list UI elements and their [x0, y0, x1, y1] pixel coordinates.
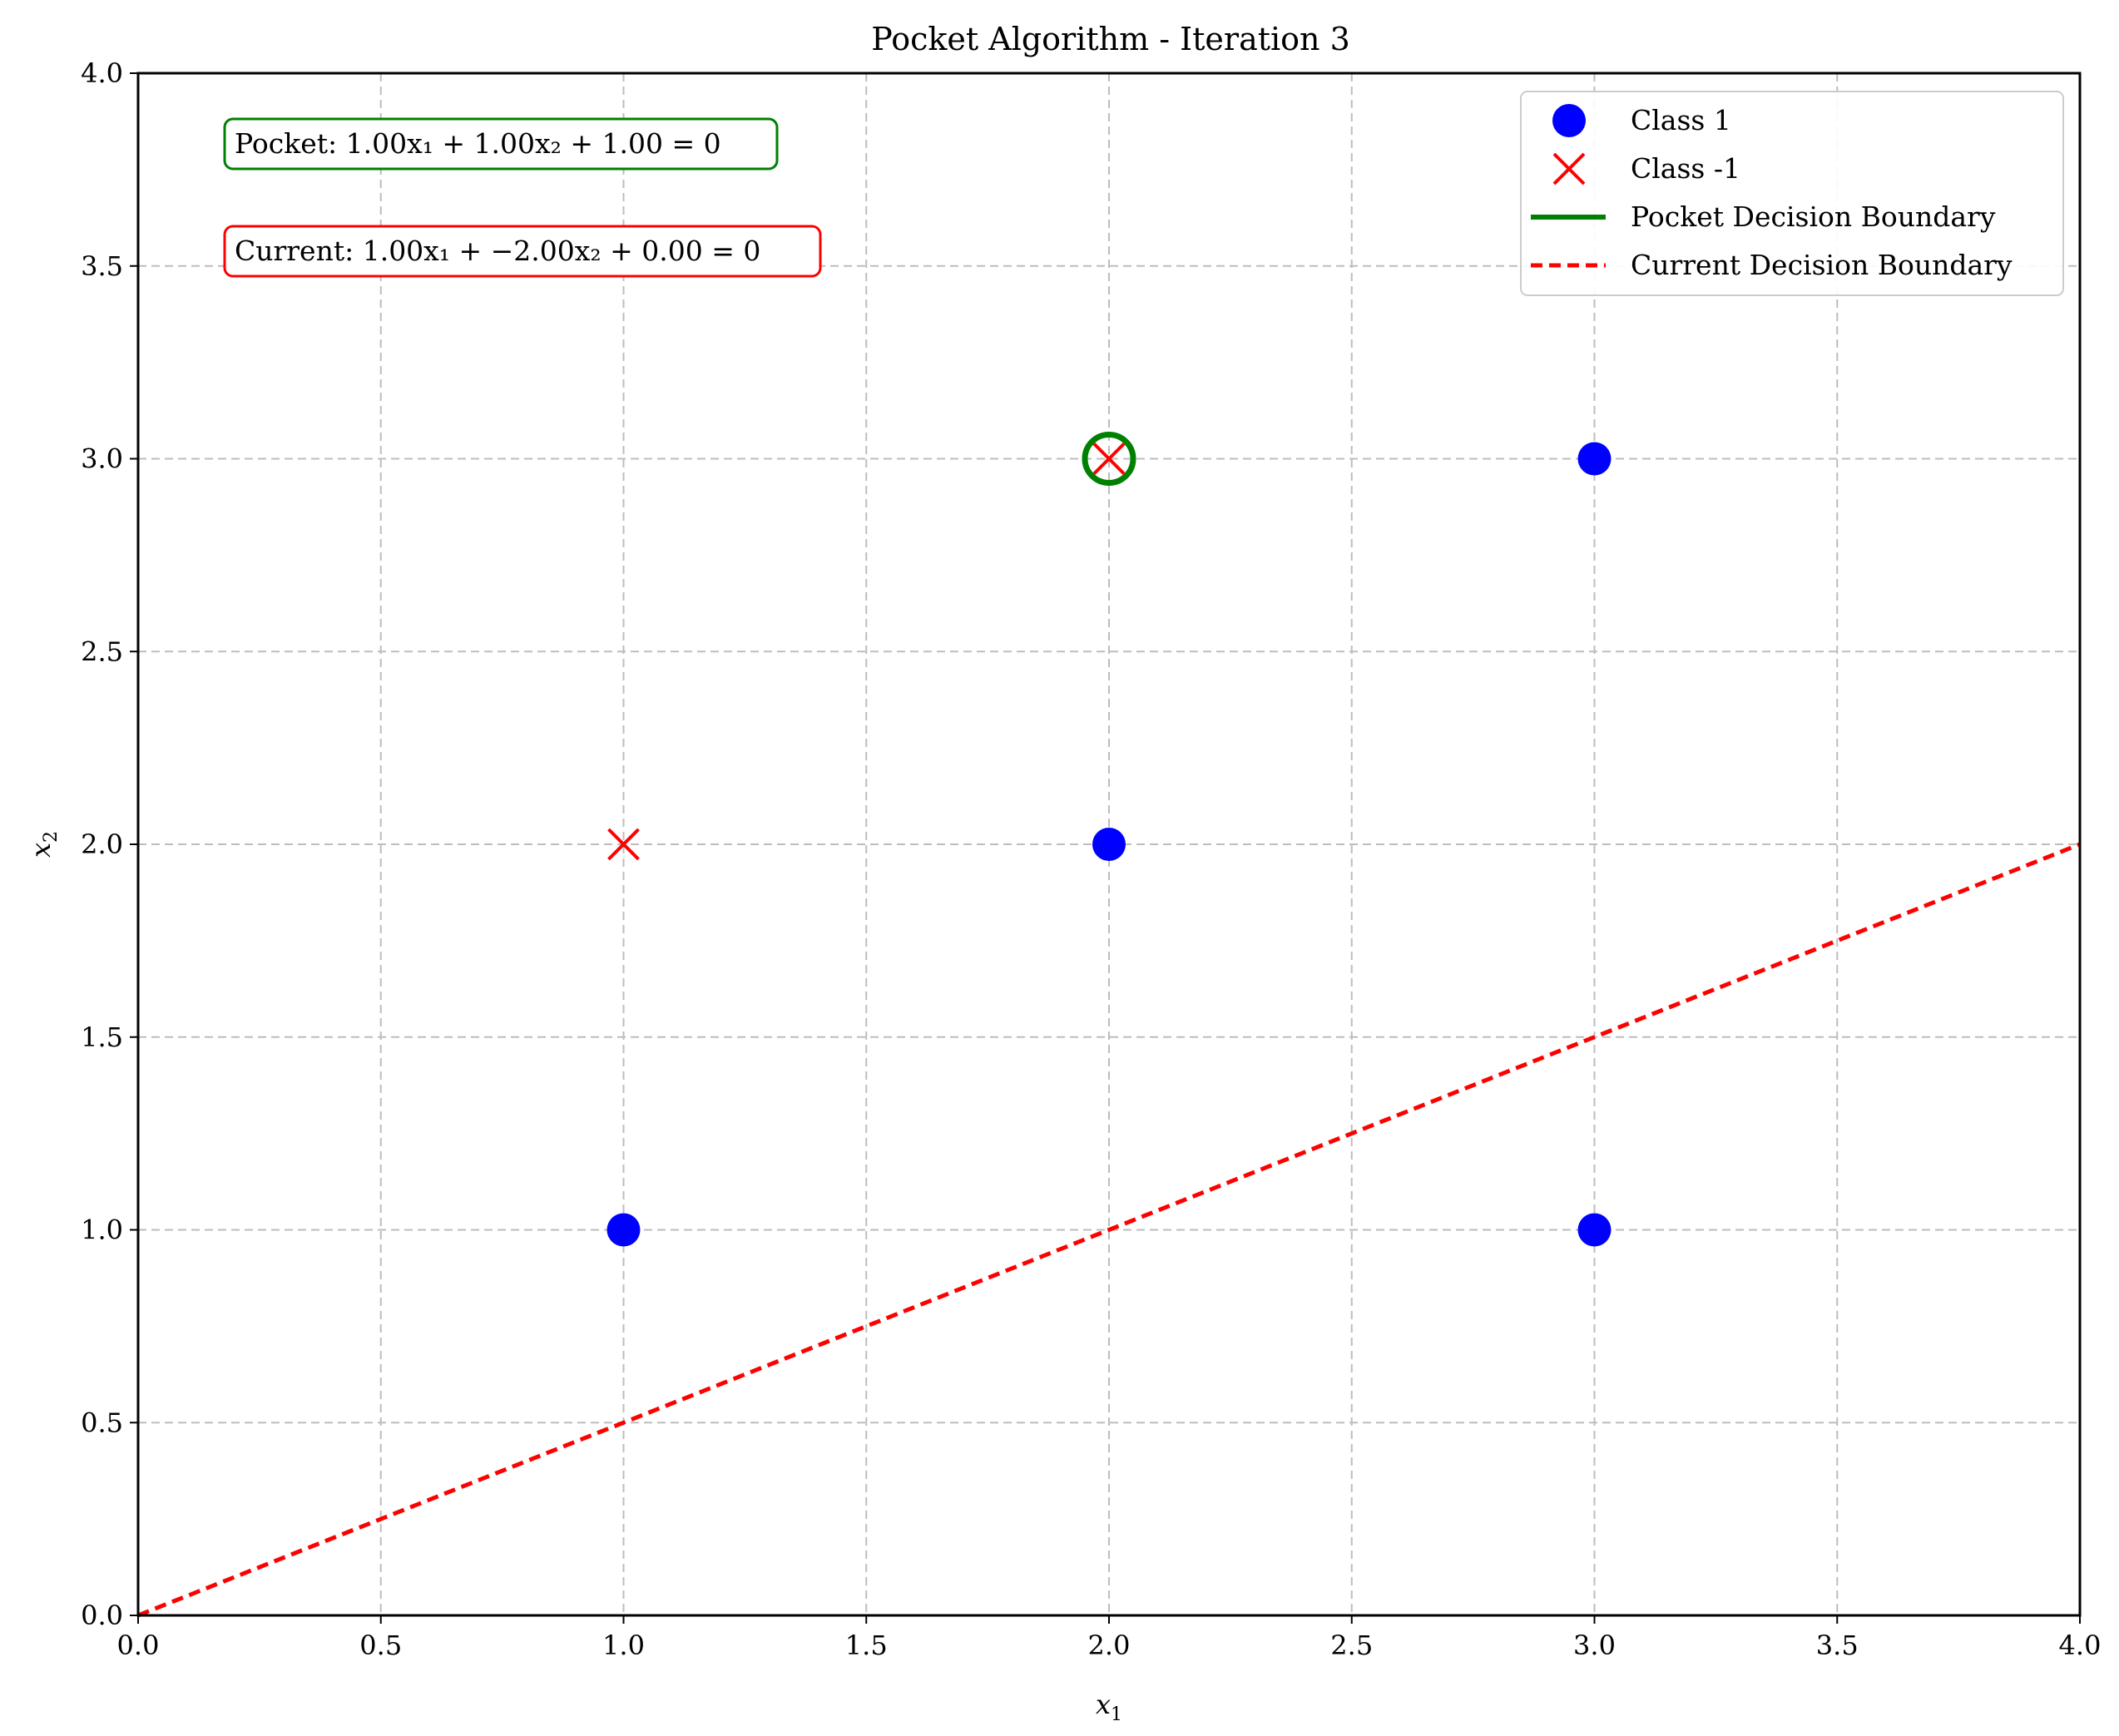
- x-axis-label: x1: [1096, 1689, 1122, 1725]
- boundary-line-1: [137, 842, 2081, 1618]
- y-tick-label: 2.5: [81, 636, 123, 667]
- grid: [138, 73, 2080, 1615]
- class1-point: [1092, 828, 1126, 861]
- x-tick-label: 2.5: [1330, 1630, 1373, 1661]
- y-axis-label: x2: [25, 831, 62, 858]
- y-tick-label: 1.0: [81, 1214, 123, 1246]
- x-axis-ticks: 0.0 0.5 1.0 1.5 2.0 2.5 3.0 3.5 4.0: [117, 1615, 2102, 1661]
- decision-boundaries: [137, 842, 2081, 1618]
- class-neg1-point: [607, 828, 640, 861]
- current-annotation-box: [223, 225, 822, 278]
- y-axis-ticks: 0.0 0.5 1.0 1.5 2.0 2.5 3.0 3.5 4.0: [81, 57, 138, 1631]
- legend-current-label: Current Decision Boundary: [1631, 249, 2013, 281]
- legend-class-neg1-label: Class -1: [1631, 152, 1740, 185]
- x-tick-label: 1.0: [602, 1630, 645, 1661]
- legend: Class 1 Class -1 Pocket Decision Boundar…: [1520, 91, 2064, 296]
- y-tick-label: 2.0: [81, 828, 123, 860]
- current-annotation-text: Current: 1.00x₁ + −2.00x₂ + 0.00 = 0: [235, 235, 760, 267]
- y-tick-label: 3.5: [81, 250, 123, 282]
- current-annotation: Current: 1.00x₁ + −2.00x₂ + 0.00 = 0: [223, 225, 822, 278]
- chart-title: Pocket Algorithm - Iteration 3: [871, 21, 1350, 57]
- x-tick-label: 0.5: [359, 1630, 402, 1661]
- x-tick-label: 1.5: [845, 1630, 888, 1661]
- y-tick-label: 3.0: [81, 443, 123, 475]
- pocket-annotation-box: [223, 117, 779, 171]
- y-tick-label: 4.0: [81, 57, 123, 89]
- x-tick-label: 4.0: [2059, 1630, 2102, 1661]
- y-tick-label: 1.5: [81, 1021, 123, 1053]
- pocket-annotation: Pocket: 1.00x₁ + 1.00x₂ + 1.00 = 0: [223, 117, 779, 171]
- plot-frame: [136, 72, 2082, 1617]
- x-tick-label: 3.5: [1816, 1630, 1859, 1661]
- legend-pocket-label: Pocket Decision Boundary: [1631, 200, 1996, 233]
- class1-point: [1577, 442, 1612, 476]
- pocket-highlight-ring: [1082, 432, 1136, 486]
- legend-class1-label: Class 1: [1631, 104, 1731, 136]
- pocket-annotation-text: Pocket: 1.00x₁ + 1.00x₂ + 1.00 = 0: [235, 127, 721, 160]
- legend-class-neg1-marker: [1552, 152, 1586, 185]
- y-tick-label: 0.0: [81, 1600, 123, 1631]
- x-tick-label: 2.0: [1088, 1630, 1131, 1661]
- x-tick-label: 3.0: [1573, 1630, 1616, 1661]
- class1-point: [606, 1213, 641, 1247]
- y-tick-label: 0.5: [81, 1407, 123, 1438]
- class1-point: [1577, 1213, 1612, 1247]
- x-tick-label: 0.0: [117, 1630, 160, 1661]
- class-neg1-point: [1092, 443, 1126, 475]
- legend-class1-marker: [1552, 104, 1586, 137]
- legend-box: [1520, 91, 2064, 296]
- data-points: [606, 432, 1612, 1247]
